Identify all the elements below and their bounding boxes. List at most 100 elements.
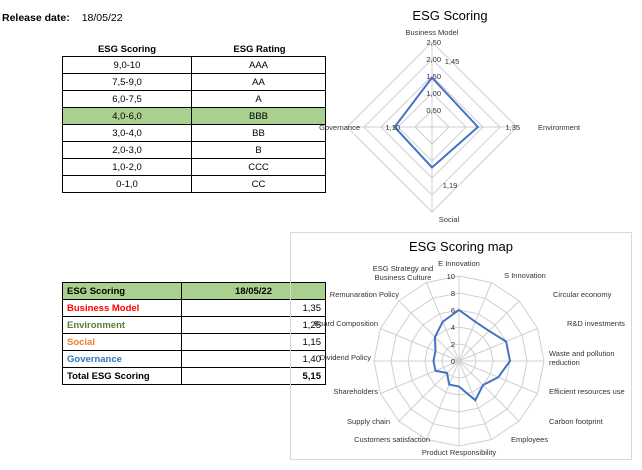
- axis-label: Business Model: [406, 28, 459, 37]
- axis-label-line: reduction: [549, 358, 580, 367]
- data-point: [431, 76, 433, 79]
- data-point: [458, 309, 460, 311]
- score-label-cell: Environment: [62, 316, 182, 334]
- grid-spoke: [380, 360, 460, 394]
- data-point: [474, 399, 477, 402]
- rating-scoring-cell: 7,5-9,0: [62, 73, 192, 91]
- score-row: Governance 1,40: [62, 350, 326, 368]
- score-row: Total ESG Scoring 5,15: [62, 367, 326, 385]
- tick-label: 4: [451, 323, 455, 332]
- rating-row: 4,0-6,0 BBB: [62, 107, 326, 125]
- data-point: [448, 383, 451, 386]
- score-label-cell: Business Model: [62, 299, 182, 317]
- axis-label: Carbon footprint: [549, 417, 604, 426]
- release-date-value: 18/05/22: [81, 12, 123, 24]
- grid-spoke: [458, 328, 538, 362]
- rating-row: 9,0-10 AAA: [62, 56, 326, 74]
- data-point: [434, 336, 436, 338]
- axis-label: Circular economy: [553, 290, 612, 299]
- axis-label: Waste and pollution reduction: [549, 349, 615, 367]
- grid-spoke: [380, 328, 460, 362]
- data-point: [497, 376, 500, 379]
- tick-label: 1,50: [426, 72, 441, 81]
- release-date-label: Release date:: [2, 12, 70, 24]
- rating-header-scoring: ESG Scoring: [97, 44, 157, 55]
- rating-scoring-cell: 6,0-7,5: [62, 90, 192, 108]
- data-value-label: 1,19: [443, 181, 458, 190]
- rating-scoring-cell: 4,0-6,0: [62, 107, 192, 125]
- data-point: [434, 350, 437, 353]
- axis-label-line: ESG Strategy and: [373, 264, 433, 273]
- axis-label: Governance: [319, 123, 360, 132]
- data-point: [431, 166, 433, 169]
- axis-label: Environment: [538, 123, 580, 132]
- release-date: Release date: 18/05/22: [2, 12, 123, 24]
- axis-label: ESG Strategy and Business Culture: [373, 264, 433, 282]
- data-point: [434, 369, 437, 372]
- data-point: [488, 330, 490, 332]
- data-point: [432, 360, 435, 362]
- esg-scoring-map-panel: ESG Scoring map 0 2 4 6 8 10 E Innovation S Inn…: [290, 232, 632, 460]
- tick-label: 8: [451, 289, 455, 298]
- data-point: [393, 126, 396, 128]
- tick-label: 2: [451, 340, 455, 349]
- tick-label: 0,50: [426, 106, 441, 115]
- data-point: [446, 372, 448, 374]
- data-value-label: 1,35: [505, 123, 520, 132]
- rating-scoring-cell: 1,0-2,0: [62, 158, 192, 176]
- rating-header-rating: ESG Rating: [233, 44, 286, 55]
- score-table: ESG Scoring 18/05/22 Business Model 1,35 Env…: [62, 282, 326, 385]
- axis-label: Board Composition: [314, 319, 378, 328]
- grid-spoke: [458, 360, 520, 422]
- axis-label: Dividend Policy: [320, 353, 372, 362]
- data-point: [441, 320, 444, 323]
- axis-label: Shareholders: [333, 387, 378, 396]
- axis-label: R&D investments: [567, 319, 625, 328]
- axis-label: Social: [439, 215, 460, 224]
- tick-label: 10: [447, 272, 455, 281]
- axis-label-line: Waste and pollution: [549, 349, 615, 358]
- score-header-row: ESG Scoring 18/05/22: [62, 282, 326, 300]
- tick-label: 1,00: [426, 89, 441, 98]
- data-value-label: 1,10: [385, 123, 400, 132]
- map-title: ESG Scoring map: [409, 239, 513, 254]
- score-row: Environment 1,25: [62, 316, 326, 334]
- esg-scoring-radar: ESG Scoring 0,50 1,00 1,50 2,00 2,50 1,45 1,35…: [319, 8, 580, 224]
- axis-label: S Innovation: [504, 271, 546, 280]
- score-row: Business Model 1,35: [62, 299, 326, 317]
- tick-label: 0: [451, 357, 455, 366]
- data-value-label: 1,45: [445, 57, 460, 66]
- axis-label: E Innovation: [438, 259, 480, 268]
- grid-spoke: [426, 360, 460, 440]
- rating-row: 3,0-4,0 BB: [62, 124, 326, 142]
- tick-label: 6: [451, 306, 455, 315]
- data-point: [505, 340, 507, 343]
- radar-title: ESG Scoring: [412, 8, 487, 23]
- rating-row: 0-1,0 CC: [62, 175, 326, 193]
- data-point: [474, 320, 477, 323]
- axis-label: Product Responsibility: [422, 448, 496, 457]
- tick-label: 2,50: [426, 38, 441, 47]
- score-row: Social 1,15: [62, 333, 326, 351]
- rating-row: 2,0-3,0 B: [62, 141, 326, 159]
- score-label-cell: Social: [62, 333, 182, 351]
- score-label-cell: Governance: [62, 350, 182, 368]
- rating-row: 6,0-7,5 A: [62, 90, 326, 108]
- rating-row: 7,5-9,0 AA: [62, 73, 326, 91]
- axis-label: Efficient resources use: [549, 387, 625, 396]
- axis-label: Remunaration Policy: [330, 290, 399, 299]
- axis-label-line: Business Culture: [375, 273, 432, 282]
- score-header-label: ESG Scoring: [62, 282, 182, 300]
- grid-spoke: [398, 360, 460, 422]
- score-value-cell: 5,15: [181, 367, 326, 385]
- rating-scoring-cell: 3,0-4,0: [62, 124, 192, 142]
- data-point: [458, 385, 460, 388]
- esg-scoring-map-radar: ESG Scoring map 0 2 4 6 8 10 E Innovation S Inn…: [314, 239, 625, 457]
- axis-label: Supply chain: [347, 417, 390, 426]
- score-label-cell: Total ESG Scoring: [62, 367, 182, 385]
- rating-scoring-cell: 0-1,0: [62, 175, 192, 193]
- axis-label: Employees: [511, 435, 548, 444]
- rating-scoring-cell: 2,0-3,0: [62, 141, 192, 159]
- data-point: [509, 360, 511, 362]
- data-point: [477, 126, 479, 128]
